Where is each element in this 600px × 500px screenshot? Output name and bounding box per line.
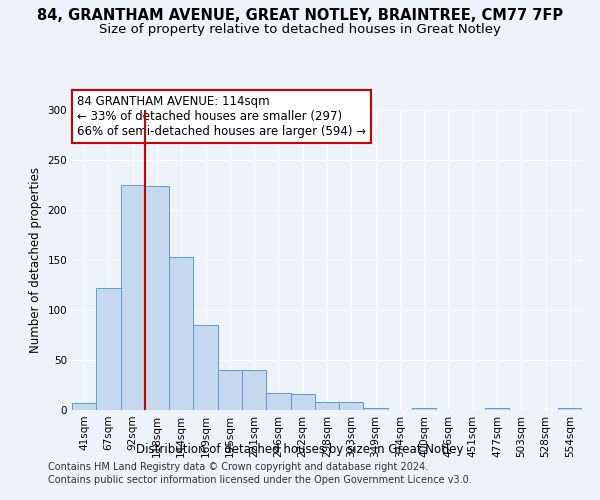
Bar <box>266 393 290 410</box>
Text: 84 GRANTHAM AVENUE: 114sqm
← 33% of detached houses are smaller (297)
66% of sem: 84 GRANTHAM AVENUE: 114sqm ← 33% of deta… <box>77 95 366 138</box>
Text: Contains public sector information licensed under the Open Government Licence v3: Contains public sector information licen… <box>48 475 472 485</box>
Bar <box>315 402 339 410</box>
Bar <box>72 403 96 410</box>
Bar <box>169 257 193 410</box>
Bar <box>364 408 388 410</box>
Bar <box>339 402 364 410</box>
Bar <box>145 186 169 410</box>
Bar <box>412 408 436 410</box>
Bar <box>242 370 266 410</box>
Text: 84, GRANTHAM AVENUE, GREAT NOTLEY, BRAINTREE, CM77 7FP: 84, GRANTHAM AVENUE, GREAT NOTLEY, BRAIN… <box>37 8 563 22</box>
Bar <box>96 288 121 410</box>
Bar <box>558 408 582 410</box>
Bar <box>193 325 218 410</box>
Bar <box>121 185 145 410</box>
Y-axis label: Number of detached properties: Number of detached properties <box>29 167 42 353</box>
Text: Contains HM Land Registry data © Crown copyright and database right 2024.: Contains HM Land Registry data © Crown c… <box>48 462 428 472</box>
Text: Distribution of detached houses by size in Great Notley: Distribution of detached houses by size … <box>136 442 464 456</box>
Bar <box>290 394 315 410</box>
Bar <box>218 370 242 410</box>
Bar <box>485 408 509 410</box>
Text: Size of property relative to detached houses in Great Notley: Size of property relative to detached ho… <box>99 22 501 36</box>
